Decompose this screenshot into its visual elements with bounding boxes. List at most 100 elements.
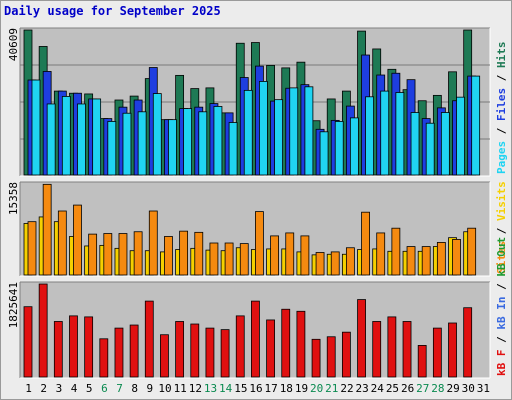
chart-panel-hits-files-pages: 40609 Pages / Files / Hits bbox=[7, 27, 508, 177]
bar-hits-files-pages-pages-day-14 bbox=[228, 122, 238, 176]
bar-visits-sites-sites-day-5 bbox=[88, 233, 98, 276]
legend-part-2: kB In bbox=[495, 297, 508, 330]
bar-hits-files-pages-pages-day-23 bbox=[365, 96, 374, 176]
bar-hits-files-pages-pages-day-8 bbox=[137, 111, 147, 176]
bar-visits-sites-sites-day-3 bbox=[57, 210, 67, 276]
bar-kbytes-kb-f-day-7 bbox=[114, 327, 124, 378]
x-tick-day-26: 26 bbox=[401, 382, 414, 395]
bar-visits-sites-sites-day-21 bbox=[330, 251, 340, 276]
x-tick-day-28: 28 bbox=[431, 382, 444, 395]
bar-kbytes-kb-f-day-19 bbox=[296, 310, 306, 378]
bar-hits-files-pages-pages-day-20 bbox=[319, 131, 329, 176]
bar-kbytes-kb-f-day-6 bbox=[99, 338, 109, 378]
bar-visits-sites-sites-day-15 bbox=[239, 243, 249, 276]
x-tick-day-17: 17 bbox=[265, 382, 278, 395]
bar-kbytes-kb-f-day-14 bbox=[220, 329, 230, 378]
legend-part-4: kB Out bbox=[495, 237, 508, 277]
x-tick-day-31: 31 bbox=[477, 382, 490, 395]
bar-visits-sites-sites-day-22 bbox=[345, 247, 355, 276]
legend-part-4: Hits bbox=[495, 42, 508, 69]
bar-kbytes-kb-f-day-8 bbox=[129, 324, 139, 378]
x-tick-day-4: 4 bbox=[71, 382, 78, 395]
x-tick-day-14: 14 bbox=[219, 382, 233, 395]
x-tick-day-10: 10 bbox=[158, 382, 171, 395]
x-tick-day-7: 7 bbox=[116, 382, 123, 395]
bar-visits-sites-sites-day-18 bbox=[285, 232, 295, 276]
bar-kbytes-kb-f-day-13 bbox=[205, 327, 215, 378]
bar-visits-sites-sites-day-4 bbox=[73, 204, 82, 276]
x-tick-day-24: 24 bbox=[371, 382, 385, 395]
bar-kbytes-kb-f-day-12 bbox=[190, 323, 200, 378]
bar-visits-sites-sites-day-17 bbox=[270, 235, 279, 276]
x-tick-day-12: 12 bbox=[189, 382, 202, 395]
bar-hits-files-pages-pages-day-21 bbox=[334, 121, 344, 176]
x-tick-day-3: 3 bbox=[56, 382, 63, 395]
bar-kbytes-kb-f-day-11 bbox=[175, 321, 185, 378]
x-tick-day-5: 5 bbox=[86, 382, 93, 395]
bar-kbytes-kb-f-day-17 bbox=[266, 319, 275, 378]
bar-hits-files-pages-pages-day-30 bbox=[471, 75, 481, 176]
legend-label-kbytes: kB F / kB In / kB Out bbox=[495, 237, 508, 376]
bar-visits-sites-sites-day-19 bbox=[300, 235, 310, 276]
bar-kbytes-kb-f-day-5 bbox=[84, 316, 94, 378]
bar-hits-files-pages-pages-day-5 bbox=[92, 98, 102, 176]
x-tick-day-20: 20 bbox=[310, 382, 323, 395]
bar-hits-files-pages-pages-day-12 bbox=[198, 111, 208, 176]
bar-visits-sites-sites-day-6 bbox=[103, 233, 113, 276]
axis-max-label-hits-files-pages: 40609 bbox=[7, 28, 20, 61]
bar-hits-files-pages-pages-day-2 bbox=[46, 103, 56, 176]
bar-hits-files-pages-pages-day-13 bbox=[213, 106, 223, 176]
x-tick-day-21: 21 bbox=[325, 382, 338, 395]
bar-kbytes-kb-f-day-3 bbox=[53, 321, 63, 378]
bar-hits-files-pages-pages-day-27 bbox=[425, 122, 435, 176]
legend-part-2: Visits bbox=[495, 181, 508, 221]
bar-hits-files-pages-pages-day-15 bbox=[243, 89, 253, 176]
x-tick-day-22: 22 bbox=[340, 382, 353, 395]
x-tick-day-19: 19 bbox=[295, 382, 308, 395]
legend-label-hits-files-pages: Pages / Files / Hits bbox=[495, 42, 508, 175]
bar-hits-files-pages-pages-day-25 bbox=[395, 92, 405, 176]
bar-visits-sites-sites-day-16 bbox=[255, 211, 264, 276]
bar-kbytes-kb-f-day-23 bbox=[357, 299, 366, 378]
bar-kbytes-kb-f-day-22 bbox=[341, 331, 351, 378]
bar-hits-files-pages-pages-day-11 bbox=[183, 108, 193, 176]
x-tick-day-29: 29 bbox=[446, 382, 459, 395]
bar-visits-sites-sites-day-14 bbox=[224, 242, 234, 276]
bar-hits-files-pages-pages-day-17 bbox=[274, 99, 283, 176]
chart-panel-visits-sites: 15358 Sites / Visits bbox=[7, 181, 508, 277]
axis-max-label-kbytes: 1825641 bbox=[7, 282, 20, 328]
bar-visits-sites-sites-day-2 bbox=[42, 183, 52, 276]
bar-kbytes-kb-f-day-9 bbox=[144, 300, 154, 378]
bar-visits-sites-sites-day-9 bbox=[148, 210, 158, 276]
bar-hits-files-pages-pages-day-28 bbox=[440, 112, 450, 176]
bar-hits-files-pages-pages-day-24 bbox=[380, 90, 390, 176]
legend-part-0: Sites bbox=[495, 241, 508, 274]
bar-hits-files-pages-pages-day-18 bbox=[289, 87, 299, 176]
bar-hits-files-pages-pages-day-6 bbox=[107, 121, 117, 176]
x-tick-day-9: 9 bbox=[147, 382, 154, 395]
bar-visits-sites-sites-day-12 bbox=[194, 231, 204, 276]
chart-panel-kbytes: 1825641 kB F / kB In / kB Out bbox=[7, 237, 508, 379]
bar-kbytes-kb-f-day-18 bbox=[281, 308, 291, 378]
bar-kbytes-kb-f-day-2 bbox=[38, 283, 48, 378]
bar-visits-sites-sites-day-28 bbox=[436, 242, 446, 276]
x-tick-day-18: 18 bbox=[280, 382, 293, 395]
bar-visits-sites-sites-day-29 bbox=[452, 239, 461, 276]
legend-part-1: / bbox=[495, 221, 508, 241]
bar-kbytes-kb-f-day-20 bbox=[311, 338, 321, 378]
x-tick-day-6: 6 bbox=[101, 382, 108, 395]
bar-visits-sites-sites-day-7 bbox=[118, 233, 128, 276]
x-tick-day-15: 15 bbox=[234, 382, 247, 395]
bar-visits-sites-sites-day-20 bbox=[315, 252, 325, 276]
bar-kbytes-kb-f-day-27 bbox=[417, 345, 427, 378]
legend-part-3: / bbox=[495, 277, 508, 297]
bar-visits-sites-sites-day-1 bbox=[27, 221, 37, 276]
bar-visits-sites-sites-day-11 bbox=[179, 230, 189, 276]
bar-hits-files-pages-pages-day-26 bbox=[410, 112, 420, 176]
legend-part-2: Files bbox=[495, 88, 508, 121]
bar-hits-files-pages-pages-day-19 bbox=[304, 86, 314, 176]
axis-max-label-visits-sites: 15358 bbox=[7, 182, 20, 215]
bar-visits-sites-sites-day-30 bbox=[467, 227, 477, 276]
bar-hits-files-pages-pages-day-22 bbox=[349, 117, 359, 176]
